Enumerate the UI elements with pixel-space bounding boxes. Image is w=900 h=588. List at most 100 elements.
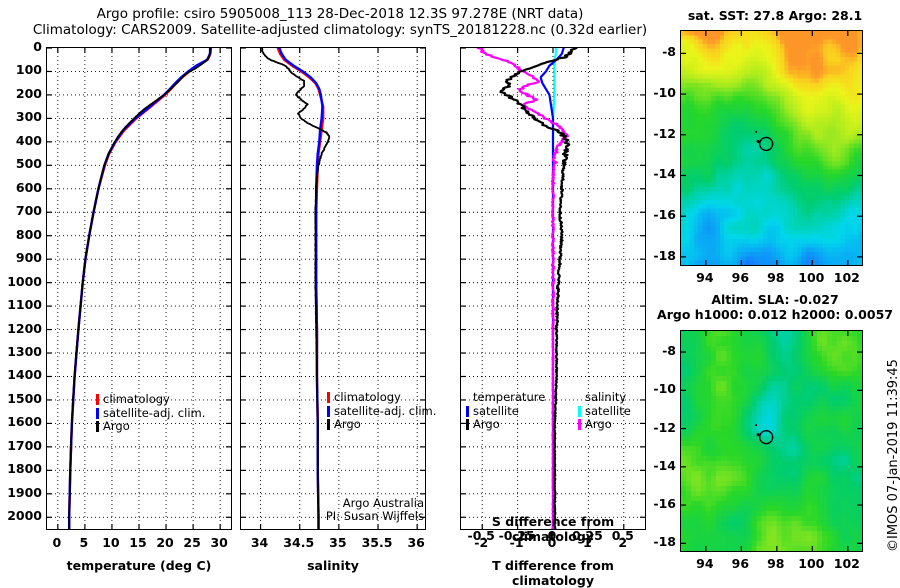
depth-tick-1600: 1600 bbox=[7, 414, 42, 430]
temperature-difference-axis-label: T difference from climatology bbox=[492, 558, 614, 588]
legend-swatch-salinity-argo bbox=[578, 419, 581, 431]
temperature-tick-20: 20 bbox=[156, 535, 174, 550]
temperature-difference-tick-neg2: -2 bbox=[474, 535, 489, 550]
legend-item-temperature-argo: Argo bbox=[466, 417, 545, 432]
legend-swatch-climatology-salinity bbox=[327, 392, 330, 404]
legend-swatch-salinity-satellite bbox=[578, 405, 581, 417]
salinity-legend: climatology satellite-adj. clim. Argo bbox=[327, 390, 437, 432]
temperature-tick-25: 25 bbox=[183, 535, 201, 550]
sla-lon-tick-94: 94 bbox=[696, 556, 714, 571]
sst-lat-tick-neg14: -14 bbox=[653, 166, 676, 182]
temperature-difference-tick-0: 0 bbox=[547, 535, 557, 550]
legend-swatch-satellite-adj bbox=[96, 407, 99, 419]
legend-label-salinity-satellite: satellite bbox=[585, 403, 631, 418]
difference-profile-panel bbox=[460, 47, 646, 530]
legend-item-satellite-adj: satellite-adj. clim. bbox=[96, 405, 206, 421]
depth-tick-900: 900 bbox=[15, 250, 42, 266]
sla-lat-tick-neg8: -8 bbox=[662, 343, 676, 359]
legend-swatch-temperature-argo bbox=[466, 419, 469, 431]
sst-lon-tick-100: 100 bbox=[798, 270, 825, 285]
sst-lon-tick-98: 98 bbox=[767, 270, 785, 285]
legend-group-salinity: salinity bbox=[578, 390, 631, 405]
salinity-difference-tick-0: 0 bbox=[547, 528, 557, 543]
salinity-tick-34: 34 bbox=[250, 535, 269, 550]
salinity-difference-tick-0-5: 0.5 bbox=[611, 528, 634, 543]
sla-map-title-line2: Argo h1000: 0.012 h2000: 0.0057 bbox=[657, 307, 893, 322]
depth-tick-300: 300 bbox=[15, 109, 42, 125]
depth-tick-700: 700 bbox=[15, 203, 42, 219]
program-credit-line1: Argo Australia bbox=[342, 496, 424, 510]
figure-title-line1: Argo profile: csiro 5905008_113 28-Dec-2… bbox=[96, 6, 584, 22]
sla-lon-tick-100: 100 bbox=[798, 556, 825, 571]
sla-map-title: Altim. SLA: -0.027 Argo h1000: 0.012 h20… bbox=[655, 292, 895, 322]
legend-swatch-climatology bbox=[96, 394, 99, 406]
depth-tick-1500: 1500 bbox=[7, 390, 42, 406]
legend-label-salinity-argo: Argo bbox=[585, 417, 612, 431]
sla-lat-tick-neg16: -16 bbox=[653, 496, 676, 512]
salinity-difference-axis-label: S difference from climatology bbox=[491, 514, 615, 544]
sst-lat-tick-neg12: -12 bbox=[653, 125, 676, 141]
temperature-legend: climatology satellite-adj. clim. Argo bbox=[96, 392, 206, 434]
sst-map-panel bbox=[680, 30, 863, 266]
legend-label-satellite-adj: satellite-adj. clim. bbox=[103, 405, 206, 420]
depth-tick-600: 600 bbox=[15, 179, 42, 195]
depth-tick-1800: 1800 bbox=[7, 461, 42, 477]
depth-tick-2000: 2000 bbox=[7, 508, 42, 524]
legend-label-temperature-satellite: satellite bbox=[473, 403, 519, 418]
salinity-difference-tick-0-25: 0.25 bbox=[571, 528, 603, 543]
sst-lon-tick-96: 96 bbox=[731, 270, 750, 285]
legend-group-temperature: temperature bbox=[466, 390, 545, 405]
depth-tick-1100: 1100 bbox=[7, 297, 42, 313]
depth-tick-0: 0 bbox=[33, 39, 42, 54]
salinity-tick-34-5: 34.5 bbox=[283, 535, 315, 550]
sla-lat-tick-neg10: -10 bbox=[653, 381, 676, 397]
temperature-difference-tick-neg1: -1 bbox=[509, 535, 524, 550]
legend-group-label-salinity: salinity bbox=[585, 390, 627, 404]
salinity-tick-36: 36 bbox=[407, 535, 425, 550]
depth-tick-1900: 1900 bbox=[7, 484, 42, 500]
program-credit-line2: PI: Susan Wijffels bbox=[325, 509, 424, 523]
imos-credit: ©IMOS 07-Jan-2019 11:39:45 bbox=[886, 359, 900, 552]
program-credit: Argo Australia PI: Susan Wijffels bbox=[256, 497, 424, 523]
temperature-tick-30: 30 bbox=[210, 535, 228, 550]
difference-legend-temperature: temperature satellite Argo bbox=[466, 390, 545, 432]
legend-swatch-satellite-adj-salinity bbox=[327, 405, 330, 417]
temperature-tick-15: 15 bbox=[129, 535, 147, 550]
legend-item-temperature-satellite: satellite bbox=[466, 403, 545, 419]
sla-lat-tick-neg14: -14 bbox=[653, 457, 676, 473]
sla-lon-tick-102: 102 bbox=[833, 556, 860, 571]
salinity-axis-label: salinity bbox=[307, 558, 359, 573]
legend-item-salinity-satellite: satellite bbox=[578, 403, 631, 419]
sst-map-title: sat. SST: 27.8 Argo: 28.1 bbox=[687, 8, 863, 23]
legend-label-climatology: climatology bbox=[103, 392, 170, 406]
legend-label-satellite-adj-salinity: satellite-adj. clim. bbox=[334, 403, 437, 418]
sla-lon-tick-96: 96 bbox=[731, 556, 750, 571]
depth-tick-100: 100 bbox=[15, 62, 42, 78]
temperature-tick-10: 10 bbox=[102, 535, 120, 550]
depth-tick-400: 400 bbox=[15, 132, 42, 148]
legend-swatch-argo bbox=[96, 421, 99, 433]
temperature-axis-label: temperature (deg C) bbox=[66, 558, 212, 573]
depth-tick-1400: 1400 bbox=[7, 367, 42, 383]
legend-item-salinity-argo: Argo bbox=[578, 417, 631, 432]
depth-tick-800: 800 bbox=[15, 226, 42, 242]
sla-map-panel bbox=[680, 330, 863, 552]
legend-label-climatology-salinity: climatology bbox=[334, 390, 401, 404]
temperature-tick-5: 5 bbox=[79, 535, 89, 550]
sst-lon-tick-94: 94 bbox=[696, 270, 714, 285]
legend-label-argo-salinity: Argo bbox=[334, 417, 361, 431]
salinity-tick-35: 35 bbox=[329, 535, 347, 550]
salinity-tick-35-5: 35.5 bbox=[361, 535, 393, 550]
depth-tick-200: 200 bbox=[15, 85, 42, 101]
salinity-profile-panel bbox=[240, 47, 426, 530]
temperature-profile-panel bbox=[46, 47, 232, 530]
difference-legend-salinity: salinity satellite Argo bbox=[578, 390, 631, 432]
sla-lat-tick-neg12: -12 bbox=[653, 419, 676, 435]
salinity-difference-tick-neg0-5: -0.5 bbox=[467, 528, 495, 543]
legend-swatch-temperature-satellite bbox=[466, 405, 469, 417]
legend-swatch-argo-salinity bbox=[327, 419, 330, 431]
depth-tick-1300: 1300 bbox=[7, 344, 42, 360]
legend-item-climatology: climatology bbox=[96, 392, 205, 407]
legend-item-climatology-salinity: climatology bbox=[327, 390, 436, 405]
depth-tick-1700: 1700 bbox=[7, 437, 42, 453]
